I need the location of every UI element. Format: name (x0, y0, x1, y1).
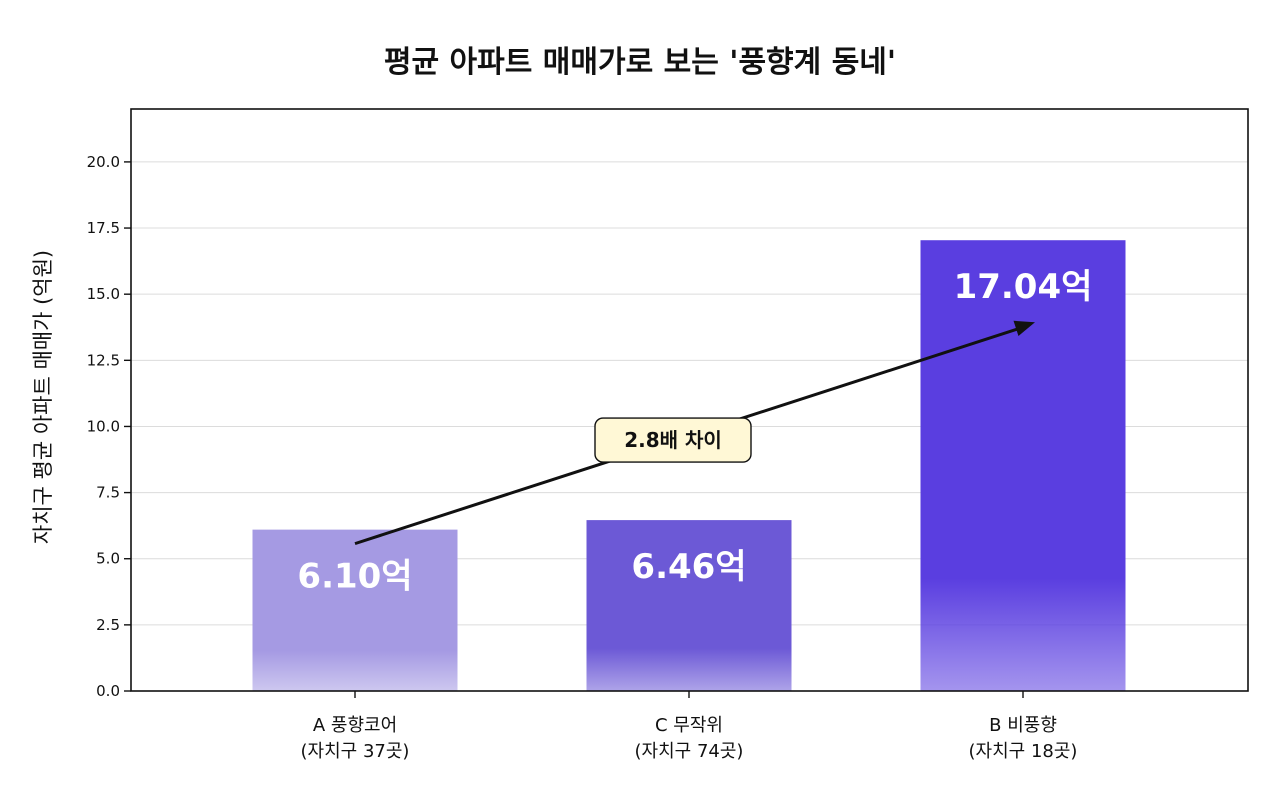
x-tick-sublabel: (자치구 74곳) (635, 741, 744, 762)
y-tick-label: 12.5 (87, 351, 120, 369)
x-tick-label: C 무작위 (655, 715, 723, 736)
x-tick-label: A 풍향코어 (313, 715, 397, 736)
x-tick-label: B 비풍향 (989, 715, 1057, 736)
y-tick-label: 15.0 (87, 285, 120, 303)
y-tick-label: 2.5 (96, 616, 120, 634)
x-tick-sublabel: (자치구 18곳) (969, 741, 1078, 762)
bar-value-label: 6.10억 (297, 557, 412, 597)
y-tick-label: 0.0 (96, 682, 120, 700)
arrow-head (1013, 320, 1035, 337)
chart-title: 평균 아파트 매매가로 보는 '풍향계 동네' (384, 45, 896, 80)
y-axis-label: 자치구 평균 아파트 매매가 (억원) (31, 250, 55, 544)
bar-value-label: 6.46억 (631, 547, 746, 587)
x-tick-sublabel: (자치구 37곳) (301, 741, 410, 762)
bar (920, 240, 1126, 691)
axis-ticks: 0.0 2.5 5.0 7.5 10.0 12.5 15.0 17.5 20.0 A 풍향코어 (자… (87, 153, 1078, 762)
y-tick-label: 5.0 (96, 550, 120, 568)
bar (586, 520, 792, 691)
y-tick-label: 20.0 (87, 153, 120, 171)
y-tick-label: 17.5 (87, 219, 120, 237)
y-tick-label: 7.5 (96, 484, 120, 502)
y-tick-label: 10.0 (87, 417, 120, 435)
data-labels: 6.10억 6.46억 17.04억 (297, 267, 1092, 596)
annotation-text: 2.8배 차이 (624, 428, 722, 452)
bars (252, 240, 1126, 691)
annotation: 2.8배 차이 (354, 320, 1035, 546)
annotation-box (594, 417, 752, 463)
bar (252, 529, 458, 691)
bar-value-label: 17.04억 (954, 267, 1093, 307)
